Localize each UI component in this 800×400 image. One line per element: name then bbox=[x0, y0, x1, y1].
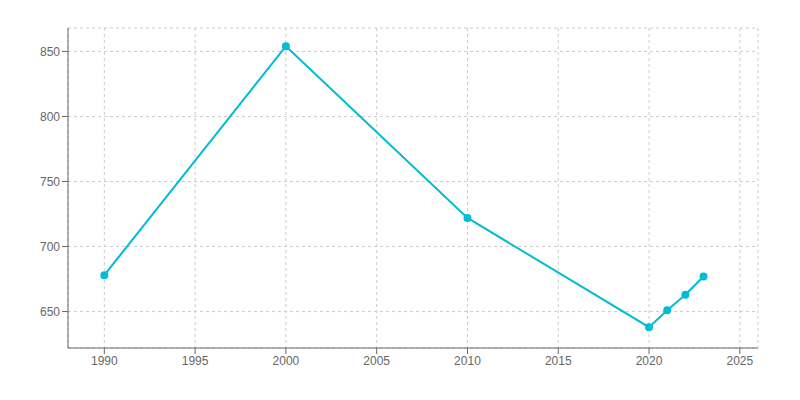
svg-text:850: 850 bbox=[40, 45, 60, 59]
svg-text:750: 750 bbox=[40, 175, 60, 189]
svg-text:2025: 2025 bbox=[726, 354, 753, 368]
svg-text:2020: 2020 bbox=[636, 354, 663, 368]
svg-text:1990: 1990 bbox=[91, 354, 118, 368]
svg-text:2010: 2010 bbox=[454, 354, 481, 368]
svg-text:1995: 1995 bbox=[182, 354, 209, 368]
svg-text:650: 650 bbox=[40, 305, 60, 319]
svg-text:700: 700 bbox=[40, 240, 60, 254]
svg-text:800: 800 bbox=[40, 110, 60, 124]
svg-text:2015: 2015 bbox=[545, 354, 572, 368]
svg-text:2005: 2005 bbox=[363, 354, 390, 368]
svg-text:2000: 2000 bbox=[273, 354, 300, 368]
